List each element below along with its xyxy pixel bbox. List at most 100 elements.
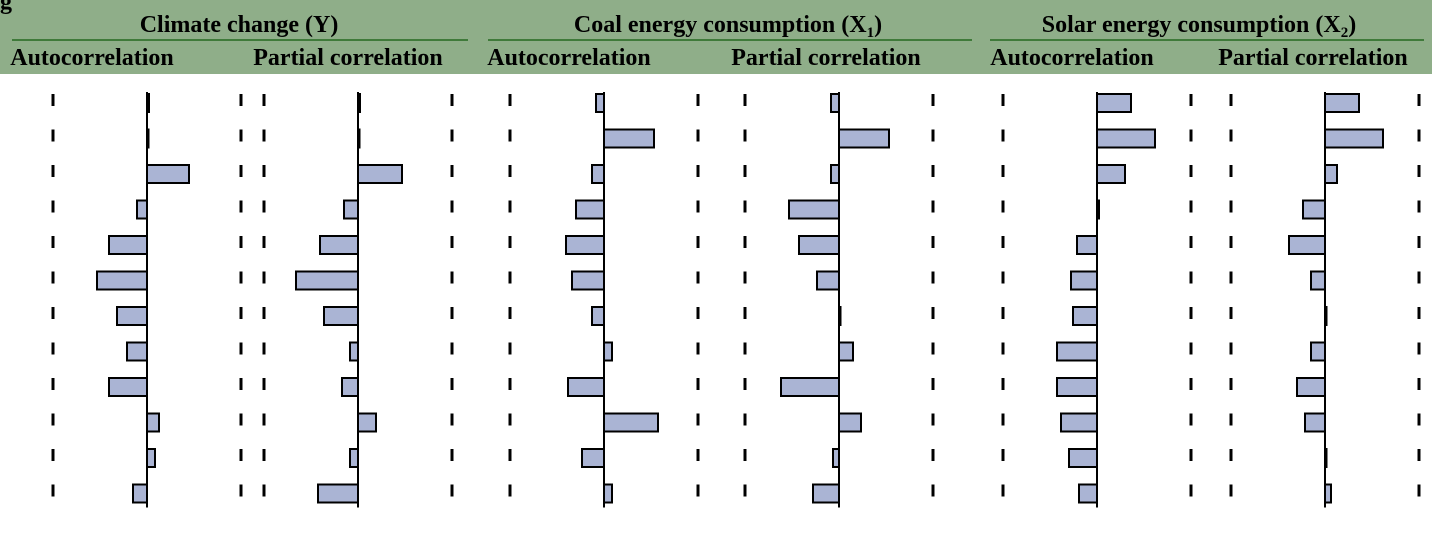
correlogram-4 xyxy=(743,92,935,508)
bar-lag-1 xyxy=(830,93,840,113)
bar-lag-1 xyxy=(357,93,361,113)
bar-lag-10 xyxy=(838,412,862,433)
bar-lag-5 xyxy=(565,235,605,255)
bar-lag-3 xyxy=(1324,164,1338,184)
bar-lag-8 xyxy=(603,341,613,362)
bar-lag-6 xyxy=(571,270,605,291)
bar-lag-9 xyxy=(341,377,359,397)
bar-lag-4 xyxy=(1302,199,1326,220)
panel-title-text: Climate change (Y) xyxy=(140,12,339,38)
bar-lag-9 xyxy=(780,377,840,397)
bar-lag-7 xyxy=(838,306,842,326)
partial-correlation-label: Partial correlation xyxy=(253,45,443,71)
panel-title-close: ) xyxy=(874,12,882,38)
bar-lag-6 xyxy=(1310,270,1326,291)
bar-lag-9 xyxy=(1056,377,1098,397)
bar-lag-6 xyxy=(96,270,148,291)
bar-lag-6 xyxy=(1070,270,1098,291)
bar-lag-7 xyxy=(116,306,148,326)
correlogram-6 xyxy=(1229,92,1421,508)
bar-lag-9 xyxy=(1296,377,1326,397)
bar-lag-7 xyxy=(1072,306,1098,326)
bar-lag-4 xyxy=(343,199,359,220)
bar-lag-5 xyxy=(1288,235,1326,255)
correlogram-3 xyxy=(508,92,700,508)
bar-lag-4 xyxy=(575,199,605,220)
bar-lag-7 xyxy=(1324,306,1328,326)
bar-lag-1 xyxy=(595,93,605,113)
bar-lag-3 xyxy=(830,164,840,184)
bar-lag-5 xyxy=(319,235,359,255)
panel-title-text: Coal energy consumption (X xyxy=(574,12,867,38)
bar-lag-11 xyxy=(1324,448,1328,468)
bar-lag-9 xyxy=(567,377,605,397)
bar-lag-3 xyxy=(357,164,403,184)
bar-lag-7 xyxy=(591,306,605,326)
bar-lag-12 xyxy=(132,483,148,504)
panel-title-coal-energy: Coal energy consumption (X1) xyxy=(574,12,882,41)
panel-title-subscript: 2 xyxy=(1341,25,1349,41)
correlogram-2 xyxy=(262,92,454,508)
bar-lag-8 xyxy=(1310,341,1326,362)
bar-lag-2 xyxy=(603,128,655,149)
panel-solar-energy-consumption: Solar energy consumption (X2) Autocorrel… xyxy=(990,12,1424,71)
bar-lag-12 xyxy=(603,483,613,504)
bar-lag-2 xyxy=(1096,128,1156,149)
bar-lag-10 xyxy=(1304,412,1326,433)
panel-title-text: Solar energy consumption (X xyxy=(1042,12,1342,38)
bar-lag-1 xyxy=(1096,93,1132,113)
bar-lag-2 xyxy=(838,128,890,149)
bar-lag-6 xyxy=(816,270,840,291)
autocorrelation-label: Autocorrelation xyxy=(10,45,174,71)
panel-climate-change: Climate change (Y) Autocorrelation Parti… xyxy=(10,12,468,71)
bar-lag-4 xyxy=(788,199,840,220)
bar-lag-10 xyxy=(146,412,160,433)
panel-title-subscript: 1 xyxy=(867,25,875,41)
bar-lag-12 xyxy=(317,483,359,504)
bar-lag-11 xyxy=(146,448,156,468)
bar-lag-5 xyxy=(1076,235,1098,255)
correlogram-5 xyxy=(1001,92,1193,508)
header-background xyxy=(0,0,1432,74)
panel-title-solar-energy: Solar energy consumption (X2) xyxy=(1042,12,1356,41)
bar-lag-12 xyxy=(1324,483,1332,504)
bar-lag-12 xyxy=(1078,483,1098,504)
bar-lag-5 xyxy=(798,235,840,255)
bar-lag-11 xyxy=(832,448,840,468)
bar-lag-10 xyxy=(357,412,377,433)
partial-correlation-label: Partial correlation xyxy=(731,45,921,71)
bar-lag-2 xyxy=(1324,128,1384,149)
bar-lag-6 xyxy=(295,270,359,291)
bar-lag-9 xyxy=(108,377,148,397)
bar-lag-3 xyxy=(1096,164,1126,184)
autocorrelation-label: Autocorrelation xyxy=(990,45,1154,71)
bar-lag-1 xyxy=(1324,93,1360,113)
bar-lag-3 xyxy=(591,164,605,184)
header-fragment: g xyxy=(0,0,12,15)
partial-correlation-label: Partial correlation xyxy=(1218,45,1408,71)
bar-lag-10 xyxy=(1060,412,1098,433)
bar-lag-10 xyxy=(603,412,659,433)
bar-lag-8 xyxy=(838,341,854,362)
bar-lag-8 xyxy=(349,341,359,362)
bar-lag-2 xyxy=(357,128,361,149)
correlogram-plots xyxy=(51,92,1421,508)
bar-lag-3 xyxy=(146,164,190,184)
bar-lag-11 xyxy=(581,448,605,468)
bar-lag-8 xyxy=(126,341,148,362)
panel-title-close: ) xyxy=(1348,12,1356,38)
bar-lag-4 xyxy=(136,199,148,220)
bar-lag-7 xyxy=(323,306,359,326)
correlogram-1 xyxy=(51,92,243,508)
bar-lag-11 xyxy=(1068,448,1098,468)
bar-lag-11 xyxy=(349,448,359,468)
bar-lag-4 xyxy=(1096,199,1100,220)
bar-lag-8 xyxy=(1056,341,1098,362)
autocorrelation-label: Autocorrelation xyxy=(487,45,651,71)
bar-lag-5 xyxy=(108,235,148,255)
bar-lag-12 xyxy=(812,483,840,504)
bar-lag-2 xyxy=(146,128,150,149)
panel-title-climate-change: Climate change (Y) xyxy=(140,12,339,38)
bar-lag-1 xyxy=(146,93,150,113)
